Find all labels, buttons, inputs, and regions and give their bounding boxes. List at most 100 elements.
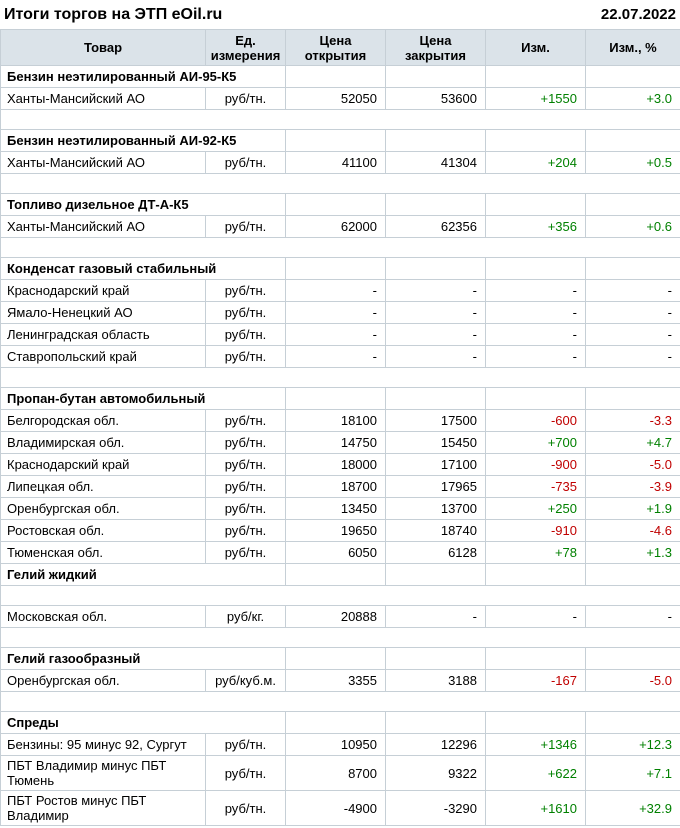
open-price-cell: - <box>285 323 386 346</box>
product-cell: Краснодарский край <box>0 279 206 302</box>
spacer-row <box>0 627 680 648</box>
table-row: Ханты-Мансийский АО руб/тн. 52050 53600 +155… <box>0 87 680 110</box>
product-cell: Ростовская обл. <box>0 519 206 542</box>
section-row: Бензин неэтилированный АИ-95-К5 <box>0 65 680 88</box>
close-price-cell: 53600 <box>385 87 486 110</box>
unit-cell: руб/тн. <box>205 541 286 564</box>
section-row: Спреды <box>0 711 680 734</box>
change-pct-cell: +3.0 <box>585 87 680 110</box>
empty-cell <box>385 193 486 216</box>
change-pct-cell: -4.6 <box>585 519 680 542</box>
table-row: Белгородская обл. руб/тн. 18100 17500 -600 -3… <box>0 409 680 432</box>
change-pct-cell: +4.7 <box>585 431 680 454</box>
header-row: Товар Ед. измерения Цена открытия Цена закр… <box>0 29 680 66</box>
table-row: Ленинградская область руб/тн. - - - - <box>0 323 680 346</box>
table-row: ПБТ Владимир минус ПБТ Тюмень руб/тн. 8700… <box>0 755 680 791</box>
change-pct-cell: - <box>585 323 680 346</box>
open-price-cell: 13450 <box>285 497 386 520</box>
change-cell: - <box>485 279 586 302</box>
close-price-cell: 17100 <box>385 453 486 476</box>
unit-cell: руб/тн. <box>205 279 286 302</box>
column-header: Ед. измерения <box>205 29 286 66</box>
product-cell: Владимирская обл. <box>0 431 206 454</box>
change-pct-cell: -3.3 <box>585 409 680 432</box>
empty-cell <box>285 257 386 280</box>
unit-cell: руб/куб.м. <box>205 669 286 692</box>
change-cell: -735 <box>485 475 586 498</box>
product-cell: Ханты-Мансийский АО <box>0 215 206 238</box>
change-pct-cell: -5.0 <box>585 669 680 692</box>
empty-cell <box>585 647 680 670</box>
section-row: Бензин неэтилированный АИ-92-К5 <box>0 129 680 152</box>
table-row: Краснодарский край руб/тн. 18000 17100 -900-… <box>0 453 680 476</box>
empty-cell <box>285 563 386 586</box>
change-cell: +356 <box>485 215 586 238</box>
unit-cell: руб/тн. <box>205 151 286 174</box>
change-pct-cell: -5.0 <box>585 453 680 476</box>
spacer-row <box>0 109 680 130</box>
empty-cell <box>285 387 386 410</box>
open-price-cell: 41100 <box>285 151 386 174</box>
close-price-cell: - <box>385 323 486 346</box>
empty-cell <box>585 257 680 280</box>
close-price-cell: 9322 <box>385 755 486 791</box>
change-cell: -910 <box>485 519 586 542</box>
unit-cell: руб/тн. <box>205 497 286 520</box>
product-cell: ПБТ Владимир минус ПБТ Тюмень <box>0 755 206 791</box>
change-pct-cell: +0.6 <box>585 215 680 238</box>
product-cell: Краснодарский край <box>0 453 206 476</box>
section-title: Спреды <box>0 711 286 734</box>
change-cell: - <box>485 323 586 346</box>
section-title: Топливо дизельное ДТ-А-К5 <box>0 193 286 216</box>
column-header: Цена закрытия <box>385 29 486 66</box>
table-row: Ростовская обл. руб/тн. 19650 18740 -910 -4.6 <box>0 519 680 542</box>
empty-cell <box>385 257 486 280</box>
change-cell: +1346 <box>485 733 586 756</box>
spacer-row <box>0 585 680 606</box>
open-price-cell: 14750 <box>285 431 386 454</box>
change-cell: - <box>485 605 586 628</box>
empty-cell <box>385 647 486 670</box>
table-row: Тюменская обл. руб/тн. 6050 6128 +78 +1.3 <box>0 541 680 564</box>
table-row: Владимирская обл. руб/тн. 14750 15450 +700 +4… <box>0 431 680 454</box>
page-date: 22.07.2022 <box>600 6 676 23</box>
unit-cell: руб/кг. <box>205 605 286 628</box>
table-row: Бензины: 95 минус 92, Сургут руб/тн. 10950… <box>0 733 680 756</box>
results-table-body: Бензин неэтилированный АИ-95-К5 Ханты-Ман… <box>0 65 680 826</box>
open-price-cell: 10950 <box>285 733 386 756</box>
change-pct-cell: +32.9 <box>585 790 680 826</box>
unit-cell: руб/тн. <box>205 475 286 498</box>
product-cell: Белгородская обл. <box>0 409 206 432</box>
table-row: Ставропольский край руб/тн. - - - - <box>0 345 680 368</box>
table-row: Московская обл. руб/кг. 20888- - - <box>0 605 680 628</box>
empty-cell <box>285 647 386 670</box>
empty-cell <box>485 65 586 88</box>
empty-cell <box>285 129 386 152</box>
close-price-cell: 62356 <box>385 215 486 238</box>
open-price-cell: 19650 <box>285 519 386 542</box>
section-title: Конденсат газовый стабильный <box>0 257 286 280</box>
spacer-row <box>0 691 680 712</box>
close-price-cell: 18740 <box>385 519 486 542</box>
empty-cell <box>585 711 680 734</box>
table-row: ПБТ Ростов минус ПБТ Владимир руб/тн. -490… <box>0 790 680 826</box>
close-price-cell: 41304 <box>385 151 486 174</box>
change-pct-cell: - <box>585 279 680 302</box>
change-cell: - <box>485 345 586 368</box>
section-row: Гелий жидкий <box>0 563 680 586</box>
section-title: Бензин неэтилированный АИ-92-К5 <box>0 129 286 152</box>
close-price-cell: - <box>385 605 486 628</box>
empty-cell <box>485 193 586 216</box>
unit-cell: руб/тн. <box>205 87 286 110</box>
close-price-cell: - <box>385 345 486 368</box>
section-title: Гелий жидкий <box>0 563 286 586</box>
close-price-cell: 3188 <box>385 669 486 692</box>
unit-cell: руб/тн. <box>205 755 286 791</box>
empty-cell <box>385 65 486 88</box>
empty-cell <box>385 129 486 152</box>
product-cell: Ямало-Ненецкий АО <box>0 301 206 324</box>
product-cell: Оренбургская обл. <box>0 497 206 520</box>
product-cell: Оренбургская обл. <box>0 669 206 692</box>
unit-cell: руб/тн. <box>205 345 286 368</box>
product-cell: Ленинградская область <box>0 323 206 346</box>
